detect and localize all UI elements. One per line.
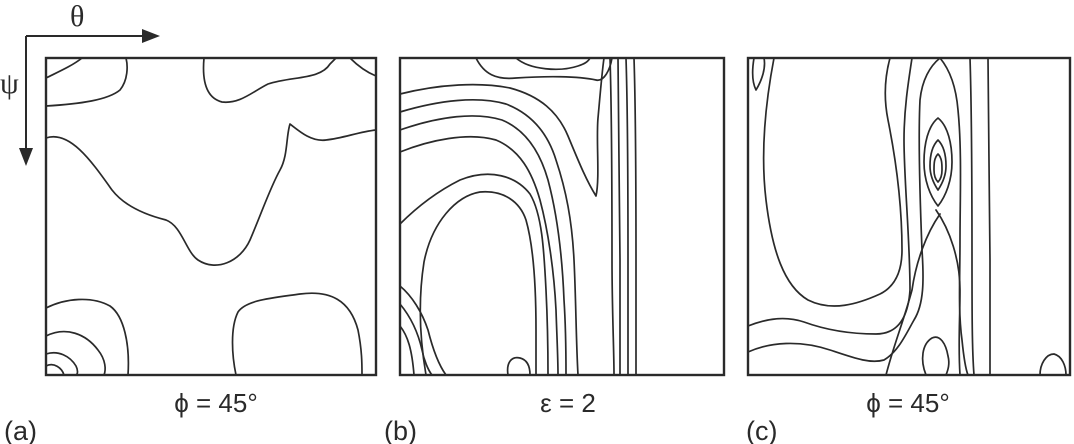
contour-line (969, 57, 975, 376)
contour-line (45, 363, 65, 376)
contour-line (45, 57, 128, 107)
contour-line (45, 330, 106, 376)
panel-a: ϕ = 45° (a) (4, 56, 378, 444)
contour-line (933, 153, 943, 183)
panel-b-letter: (b) (384, 416, 417, 444)
contour-line (399, 98, 579, 376)
psi-arrow-head (19, 148, 33, 166)
contour-line (399, 57, 605, 197)
theta-arrow-head (142, 29, 160, 43)
contour-line (349, 57, 377, 77)
contour-line (399, 285, 447, 376)
psi-axis-label: ψ (0, 67, 19, 100)
panel-c-contours (747, 57, 1067, 376)
contour-line (202, 57, 337, 103)
contour-line (747, 57, 941, 363)
panel-b-caption: ε = 2 (540, 388, 596, 418)
contour-line (399, 135, 559, 376)
contour-line (987, 57, 991, 376)
panel-b-frame (398, 56, 726, 377)
contour-line (399, 173, 549, 376)
contour-line (399, 303, 433, 376)
contour-line (475, 57, 613, 81)
contour-line (419, 191, 537, 376)
contour-line (609, 57, 615, 376)
theta-axis-label: θ (70, 0, 84, 33)
contour-line (935, 209, 961, 376)
contour-line (921, 336, 950, 376)
panel-b: ε = 2 (b) (384, 56, 726, 444)
contour-line (747, 57, 913, 335)
contour-line (625, 57, 629, 376)
panel-c-letter: (c) (746, 416, 777, 444)
panel-c-frame (746, 56, 1072, 377)
panel-b-contours (399, 57, 637, 376)
contour-line (45, 351, 79, 376)
contour-line (506, 356, 531, 376)
contour-line (45, 298, 130, 376)
contour-line (929, 139, 947, 191)
panel-a-letter: (a) (4, 416, 37, 444)
axis-key: θ ψ (0, 0, 160, 166)
contour-line (885, 213, 941, 376)
contour-line (45, 57, 83, 79)
contour-line (1039, 353, 1067, 376)
panel-a-contours (45, 57, 377, 376)
contour-line (939, 57, 969, 376)
contour-line (231, 292, 363, 376)
panel-a-frame (44, 56, 378, 377)
contour-line (617, 57, 621, 376)
contour-line (762, 57, 903, 307)
panel-c-caption: ϕ = 45° (866, 388, 950, 418)
contour-line (923, 117, 953, 207)
panel-c: ϕ = 45° (c) (746, 56, 1072, 444)
panel-a-caption: ϕ = 45° (174, 388, 258, 418)
contour-line (515, 57, 591, 71)
contour-line (633, 57, 637, 376)
contour-line (751, 57, 766, 91)
contour-line (45, 123, 377, 266)
contour-line (399, 115, 567, 376)
contour-line (399, 325, 415, 376)
